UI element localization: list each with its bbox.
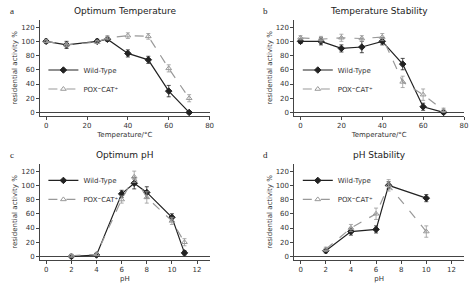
svg-text:60: 60 xyxy=(26,210,35,218)
svg-text:120: 120 xyxy=(21,168,34,176)
svg-text:Temperature/°C: Temperature/°C xyxy=(96,131,152,139)
svg-text:60: 60 xyxy=(164,122,173,130)
svg-text:80: 80 xyxy=(280,52,289,60)
svg-text:8: 8 xyxy=(145,266,149,274)
svg-text:b: b xyxy=(263,6,268,16)
svg-text:20: 20 xyxy=(83,122,92,130)
svg-text:100: 100 xyxy=(21,38,34,46)
svg-text:120: 120 xyxy=(276,24,289,32)
svg-text:12: 12 xyxy=(447,266,456,274)
svg-text:Wild-Type: Wild-Type xyxy=(338,67,371,75)
svg-text:100: 100 xyxy=(276,38,289,46)
svg-text:Wild-Type: Wild-Type xyxy=(83,177,116,185)
svg-text:residential activity %: residential activity % xyxy=(11,175,19,249)
svg-text:Temperature Stability: Temperature Stability xyxy=(330,6,428,16)
svg-text:20: 20 xyxy=(280,239,289,247)
svg-text:0: 0 xyxy=(298,266,302,274)
svg-text:40: 40 xyxy=(280,80,289,88)
svg-text:8: 8 xyxy=(399,266,403,274)
svg-text:100: 100 xyxy=(21,182,34,190)
svg-text:a: a xyxy=(10,6,14,16)
svg-text:6: 6 xyxy=(374,266,379,274)
svg-text:80: 80 xyxy=(280,196,289,204)
svg-text:2: 2 xyxy=(324,266,328,274)
svg-text:4: 4 xyxy=(349,266,354,274)
svg-text:100: 100 xyxy=(276,182,289,190)
svg-text:20: 20 xyxy=(337,122,346,130)
svg-text:0: 0 xyxy=(44,266,48,274)
svg-text:20: 20 xyxy=(280,95,289,103)
svg-text:80: 80 xyxy=(205,122,214,130)
svg-text:10: 10 xyxy=(167,266,176,274)
svg-text:Wild-Type: Wild-Type xyxy=(83,67,116,75)
svg-text:60: 60 xyxy=(419,122,428,130)
svg-text:residential activity %: residential activity % xyxy=(266,175,274,249)
svg-text:4: 4 xyxy=(94,266,99,274)
svg-text:40: 40 xyxy=(26,224,35,232)
svg-text:POX⁼CAT⁺: POX⁼CAT⁺ xyxy=(338,86,373,94)
svg-text:2: 2 xyxy=(69,266,73,274)
svg-text:80: 80 xyxy=(460,122,469,130)
svg-text:POX⁼CAT⁺: POX⁼CAT⁺ xyxy=(338,196,373,204)
svg-text:pH Stability: pH Stability xyxy=(353,150,406,160)
svg-text:40: 40 xyxy=(378,122,387,130)
svg-text:0: 0 xyxy=(30,109,34,117)
svg-text:60: 60 xyxy=(280,210,289,218)
svg-text:pH: pH xyxy=(120,275,130,283)
svg-text:60: 60 xyxy=(280,66,289,74)
svg-text:Temperature/°C: Temperature/°C xyxy=(351,131,407,139)
svg-text:20: 20 xyxy=(26,239,35,247)
svg-text:pH: pH xyxy=(374,275,384,283)
svg-text:80: 80 xyxy=(26,52,35,60)
svg-text:0: 0 xyxy=(30,253,34,261)
svg-text:d: d xyxy=(263,150,268,160)
svg-text:120: 120 xyxy=(276,168,289,176)
svg-text:residential activity %: residential activity % xyxy=(11,31,19,105)
svg-text:80: 80 xyxy=(26,196,35,204)
svg-text:0: 0 xyxy=(44,122,48,130)
svg-text:c: c xyxy=(10,150,14,160)
svg-text:Wild-Type: Wild-Type xyxy=(338,177,371,185)
svg-text:120: 120 xyxy=(21,24,34,32)
svg-text:0: 0 xyxy=(298,122,302,130)
svg-text:40: 40 xyxy=(123,122,132,130)
svg-text:POX⁼CAT⁺: POX⁼CAT⁺ xyxy=(83,86,118,94)
svg-text:10: 10 xyxy=(422,266,431,274)
svg-text:0: 0 xyxy=(285,253,289,261)
svg-text:12: 12 xyxy=(193,266,202,274)
svg-text:40: 40 xyxy=(280,224,289,232)
svg-text:20: 20 xyxy=(26,95,35,103)
svg-text:60: 60 xyxy=(26,66,35,74)
svg-text:0: 0 xyxy=(285,109,289,117)
svg-text:Optimum Temperature: Optimum Temperature xyxy=(74,6,176,16)
svg-text:40: 40 xyxy=(26,80,35,88)
svg-text:6: 6 xyxy=(119,266,124,274)
svg-text:residential activity %: residential activity % xyxy=(266,31,274,105)
svg-text:POX⁼CAT⁺: POX⁼CAT⁺ xyxy=(83,196,118,204)
svg-text:Optimum pH: Optimum pH xyxy=(96,150,153,160)
